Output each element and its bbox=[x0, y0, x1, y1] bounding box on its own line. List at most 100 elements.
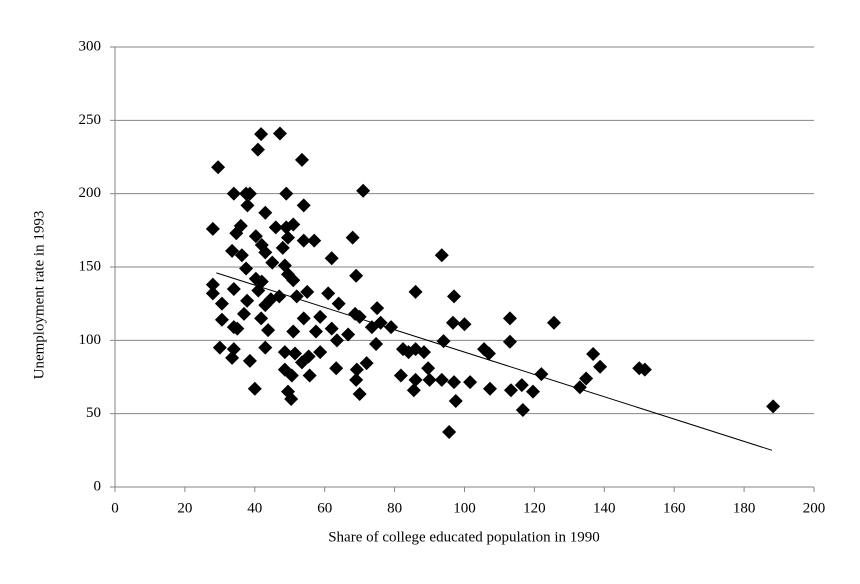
point bbox=[393, 368, 408, 383]
point bbox=[258, 298, 273, 313]
point bbox=[287, 346, 302, 361]
point bbox=[225, 350, 240, 365]
point bbox=[436, 334, 451, 349]
point bbox=[514, 378, 529, 393]
y-tick-label: 0 bbox=[94, 478, 102, 494]
x-tick-label: 0 bbox=[111, 500, 119, 516]
point bbox=[586, 346, 601, 361]
point bbox=[226, 282, 241, 296]
point bbox=[329, 333, 344, 348]
point bbox=[369, 337, 384, 351]
point bbox=[349, 268, 364, 283]
point bbox=[286, 273, 301, 288]
x-tick-label: 160 bbox=[663, 500, 686, 516]
point bbox=[214, 312, 229, 327]
point bbox=[236, 306, 251, 321]
point bbox=[240, 198, 255, 213]
point bbox=[214, 296, 229, 311]
point bbox=[230, 321, 245, 336]
point bbox=[205, 277, 220, 292]
point bbox=[447, 289, 462, 304]
point bbox=[416, 345, 431, 360]
point bbox=[300, 284, 315, 299]
point bbox=[258, 340, 273, 355]
x-tick-label: 140 bbox=[593, 500, 616, 516]
point bbox=[284, 368, 299, 383]
point bbox=[275, 240, 290, 255]
point bbox=[637, 362, 652, 377]
point bbox=[352, 387, 367, 402]
point bbox=[286, 324, 301, 339]
point bbox=[205, 286, 220, 301]
point bbox=[447, 375, 462, 390]
point bbox=[448, 394, 463, 409]
y-tick-label: 200 bbox=[79, 185, 102, 201]
point bbox=[483, 381, 498, 396]
x-tick-label: 60 bbox=[317, 500, 332, 516]
x-tick-label: 100 bbox=[453, 500, 476, 516]
point bbox=[225, 243, 240, 258]
point bbox=[329, 361, 344, 376]
point bbox=[294, 355, 309, 370]
point bbox=[307, 233, 322, 248]
point bbox=[434, 372, 449, 387]
point bbox=[445, 315, 460, 330]
x-tick-label: 40 bbox=[247, 500, 262, 516]
y-tick-label: 100 bbox=[79, 332, 102, 348]
point bbox=[406, 383, 421, 398]
y-tick-label: 250 bbox=[79, 112, 102, 128]
x-tick-label: 180 bbox=[733, 500, 756, 516]
x-tick-label: 120 bbox=[523, 500, 546, 516]
point bbox=[308, 324, 323, 339]
y-tick-label: 150 bbox=[79, 258, 102, 274]
point bbox=[211, 160, 226, 175]
point bbox=[515, 403, 530, 417]
point bbox=[442, 425, 457, 439]
point bbox=[258, 205, 273, 220]
point bbox=[313, 309, 328, 324]
point bbox=[212, 340, 227, 355]
point bbox=[296, 311, 311, 326]
point bbox=[281, 230, 296, 245]
point bbox=[502, 334, 517, 349]
point bbox=[242, 353, 257, 368]
point bbox=[324, 321, 339, 336]
y-axis-label: Unemployment rate in 1993 bbox=[31, 211, 47, 380]
point bbox=[421, 361, 436, 376]
point bbox=[434, 248, 449, 263]
trend-line bbox=[216, 272, 773, 451]
x-tick-label: 80 bbox=[387, 500, 402, 516]
point bbox=[356, 183, 371, 198]
point bbox=[526, 384, 541, 399]
point bbox=[359, 356, 374, 371]
point bbox=[226, 342, 241, 357]
y-tick-label: 50 bbox=[86, 405, 101, 421]
point bbox=[254, 127, 269, 142]
point bbox=[284, 392, 299, 406]
point bbox=[349, 362, 364, 377]
point bbox=[766, 399, 781, 414]
point bbox=[572, 380, 587, 395]
point bbox=[408, 284, 423, 299]
point bbox=[247, 381, 262, 396]
point bbox=[239, 261, 254, 276]
point bbox=[286, 217, 301, 232]
point bbox=[234, 248, 249, 263]
point bbox=[294, 152, 309, 167]
point bbox=[242, 186, 257, 201]
point bbox=[296, 198, 311, 213]
x-axis-label: Share of college educated population in … bbox=[328, 529, 600, 545]
point bbox=[258, 245, 273, 260]
point bbox=[205, 221, 220, 236]
point bbox=[331, 296, 346, 311]
point bbox=[272, 126, 287, 141]
y-tick-label: 300 bbox=[79, 38, 102, 54]
point bbox=[341, 327, 356, 342]
point bbox=[546, 315, 561, 330]
point bbox=[302, 368, 317, 383]
point bbox=[422, 372, 437, 387]
point bbox=[250, 142, 265, 157]
point bbox=[321, 286, 336, 301]
x-tick-label: 200 bbox=[803, 500, 826, 516]
